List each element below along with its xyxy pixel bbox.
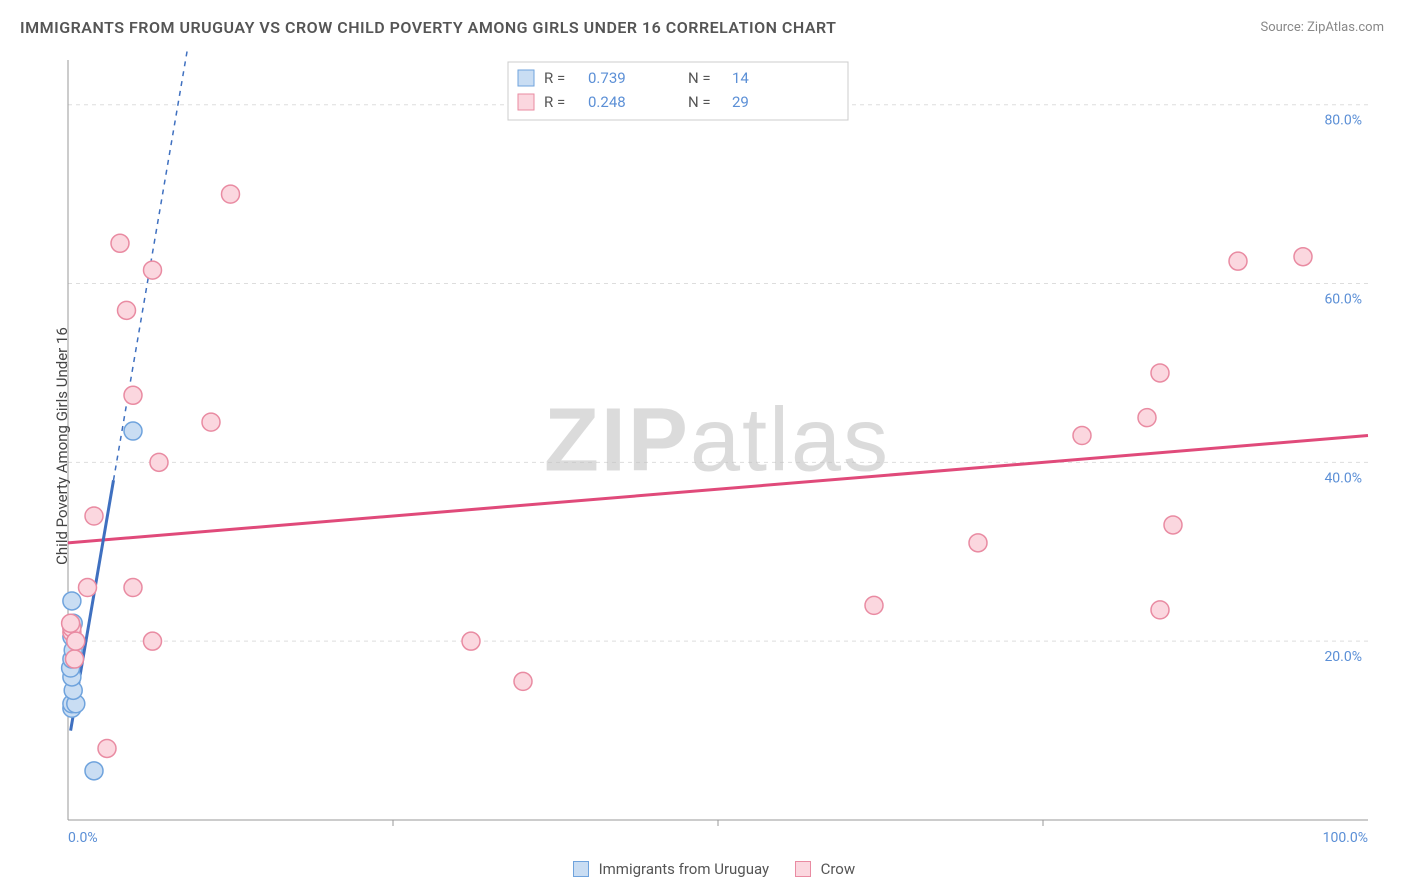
y-tick-label: 20.0% xyxy=(1324,649,1362,665)
marker-crow xyxy=(124,386,142,404)
marker-uruguay xyxy=(85,762,103,780)
trend-extrapolation-uruguay xyxy=(114,50,251,480)
marker-crow xyxy=(1151,364,1169,382)
marker-crow xyxy=(66,650,84,668)
marker-crow xyxy=(1138,409,1156,427)
marker-crow xyxy=(144,632,162,650)
y-tick-label: 40.0% xyxy=(1324,470,1362,486)
stats-n-value-uruguay: 14 xyxy=(732,69,749,87)
marker-crow xyxy=(85,507,103,525)
marker-crow xyxy=(1229,252,1247,270)
marker-crow xyxy=(1073,427,1091,445)
marker-crow xyxy=(67,632,85,650)
footer-legend: Immigrants from Uruguay Crow xyxy=(0,860,1406,878)
marker-uruguay xyxy=(63,592,81,610)
chart-title: IMMIGRANTS FROM URUGUAY VS CROW CHILD PO… xyxy=(20,18,837,37)
x-tick-label: 0.0% xyxy=(68,830,98,842)
x-tick-label: 100.0% xyxy=(1323,830,1368,842)
marker-crow xyxy=(1294,248,1312,266)
stats-n-value-crow: 29 xyxy=(732,93,749,111)
legend-swatch-uruguay xyxy=(573,861,589,877)
marker-crow xyxy=(865,596,883,614)
legend-label-uruguay: Immigrants from Uruguay xyxy=(599,860,770,878)
marker-crow xyxy=(1164,516,1182,534)
stats-r-value-uruguay: 0.739 xyxy=(588,69,626,87)
scatter-chart: 20.0% 40.0% 60.0% 80.0% 0.0% 100.0% R = 0.739 N … xyxy=(48,50,1386,842)
legend-swatch-crow xyxy=(795,861,811,877)
marker-crow xyxy=(222,185,240,203)
marker-crow xyxy=(144,261,162,279)
marker-crow xyxy=(118,301,136,319)
stats-r-value-crow: 0.248 xyxy=(588,93,626,111)
marker-crow xyxy=(150,453,168,471)
chart-area: Child Poverty Among Girls Under 16 20.0%… xyxy=(48,50,1386,842)
marker-crow xyxy=(202,413,220,431)
stats-n-label-uruguay: N = xyxy=(688,69,711,87)
marker-crow xyxy=(969,534,987,552)
marker-crow xyxy=(62,614,80,632)
stats-swatch-uruguay xyxy=(518,70,534,86)
y-axis-label: Child Poverty Among Girls Under 16 xyxy=(53,327,71,565)
series-crow xyxy=(62,185,1312,757)
marker-crow xyxy=(79,579,97,597)
marker-crow xyxy=(1151,601,1169,619)
source-label: Source: ZipAtlas.com xyxy=(1260,20,1384,35)
legend-label-crow: Crow xyxy=(821,860,856,878)
stats-r-label-uruguay: R = xyxy=(544,69,565,87)
marker-crow xyxy=(111,234,129,252)
marker-crow xyxy=(462,632,480,650)
y-tick-label: 60.0% xyxy=(1324,292,1362,308)
marker-crow xyxy=(514,672,532,690)
series-uruguay xyxy=(62,422,142,780)
stats-swatch-crow xyxy=(518,94,534,110)
marker-uruguay xyxy=(124,422,142,440)
marker-crow xyxy=(98,739,116,757)
y-tick-label: 80.0% xyxy=(1324,113,1362,129)
stats-r-label-crow: R = xyxy=(544,93,565,111)
stats-n-label-crow: N = xyxy=(688,93,711,111)
marker-crow xyxy=(124,579,142,597)
